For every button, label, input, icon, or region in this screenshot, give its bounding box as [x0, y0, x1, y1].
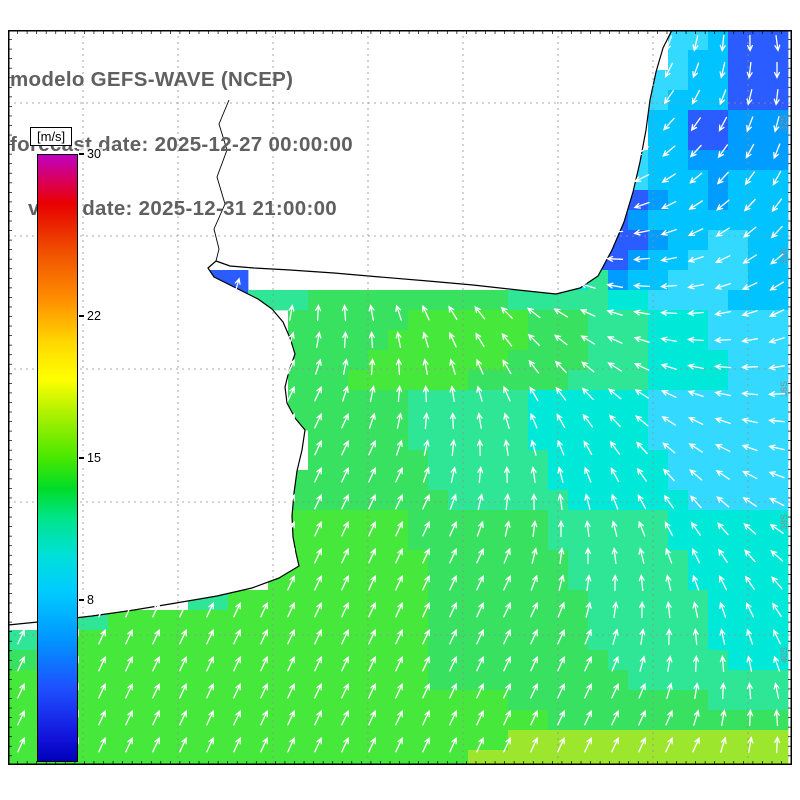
- graticule-labels: 62W61W60W59W58W57W56W55W32S34S36S38S40S: [779, 115, 789, 663]
- colorbar-tick-label: 15: [79, 451, 103, 465]
- river-lines: [213, 99, 230, 262]
- colorbar-tick-label: 8: [79, 592, 96, 607]
- colorbar-tick-label: 30: [79, 147, 103, 161]
- svg-text:34S: 34S: [779, 248, 789, 264]
- map-canvas: 62W61W60W59W58W57W56W55W32S34S36S38S40S: [8, 30, 792, 765]
- model-title: modelo GEFS-WAVE (NCEP): [10, 68, 294, 91]
- svg-text:36S: 36S: [779, 381, 789, 397]
- colorbar-tick-label: 22: [79, 309, 103, 324]
- colorbar-gradient: [37, 154, 78, 762]
- colorbar-unit-label: [m/s]: [30, 127, 73, 146]
- svg-text:40S: 40S: [779, 647, 789, 663]
- svg-text:32S: 32S: [779, 115, 789, 131]
- colorbar: [m/s] 30 22 15 8: [28, 127, 138, 797]
- land-coastline: [8, 30, 673, 626]
- svg-text:38S: 38S: [779, 514, 789, 530]
- plot-frame: [8, 30, 792, 765]
- map-plot-area: 62W61W60W59W58W57W56W55W32S34S36S38S40S: [8, 30, 792, 765]
